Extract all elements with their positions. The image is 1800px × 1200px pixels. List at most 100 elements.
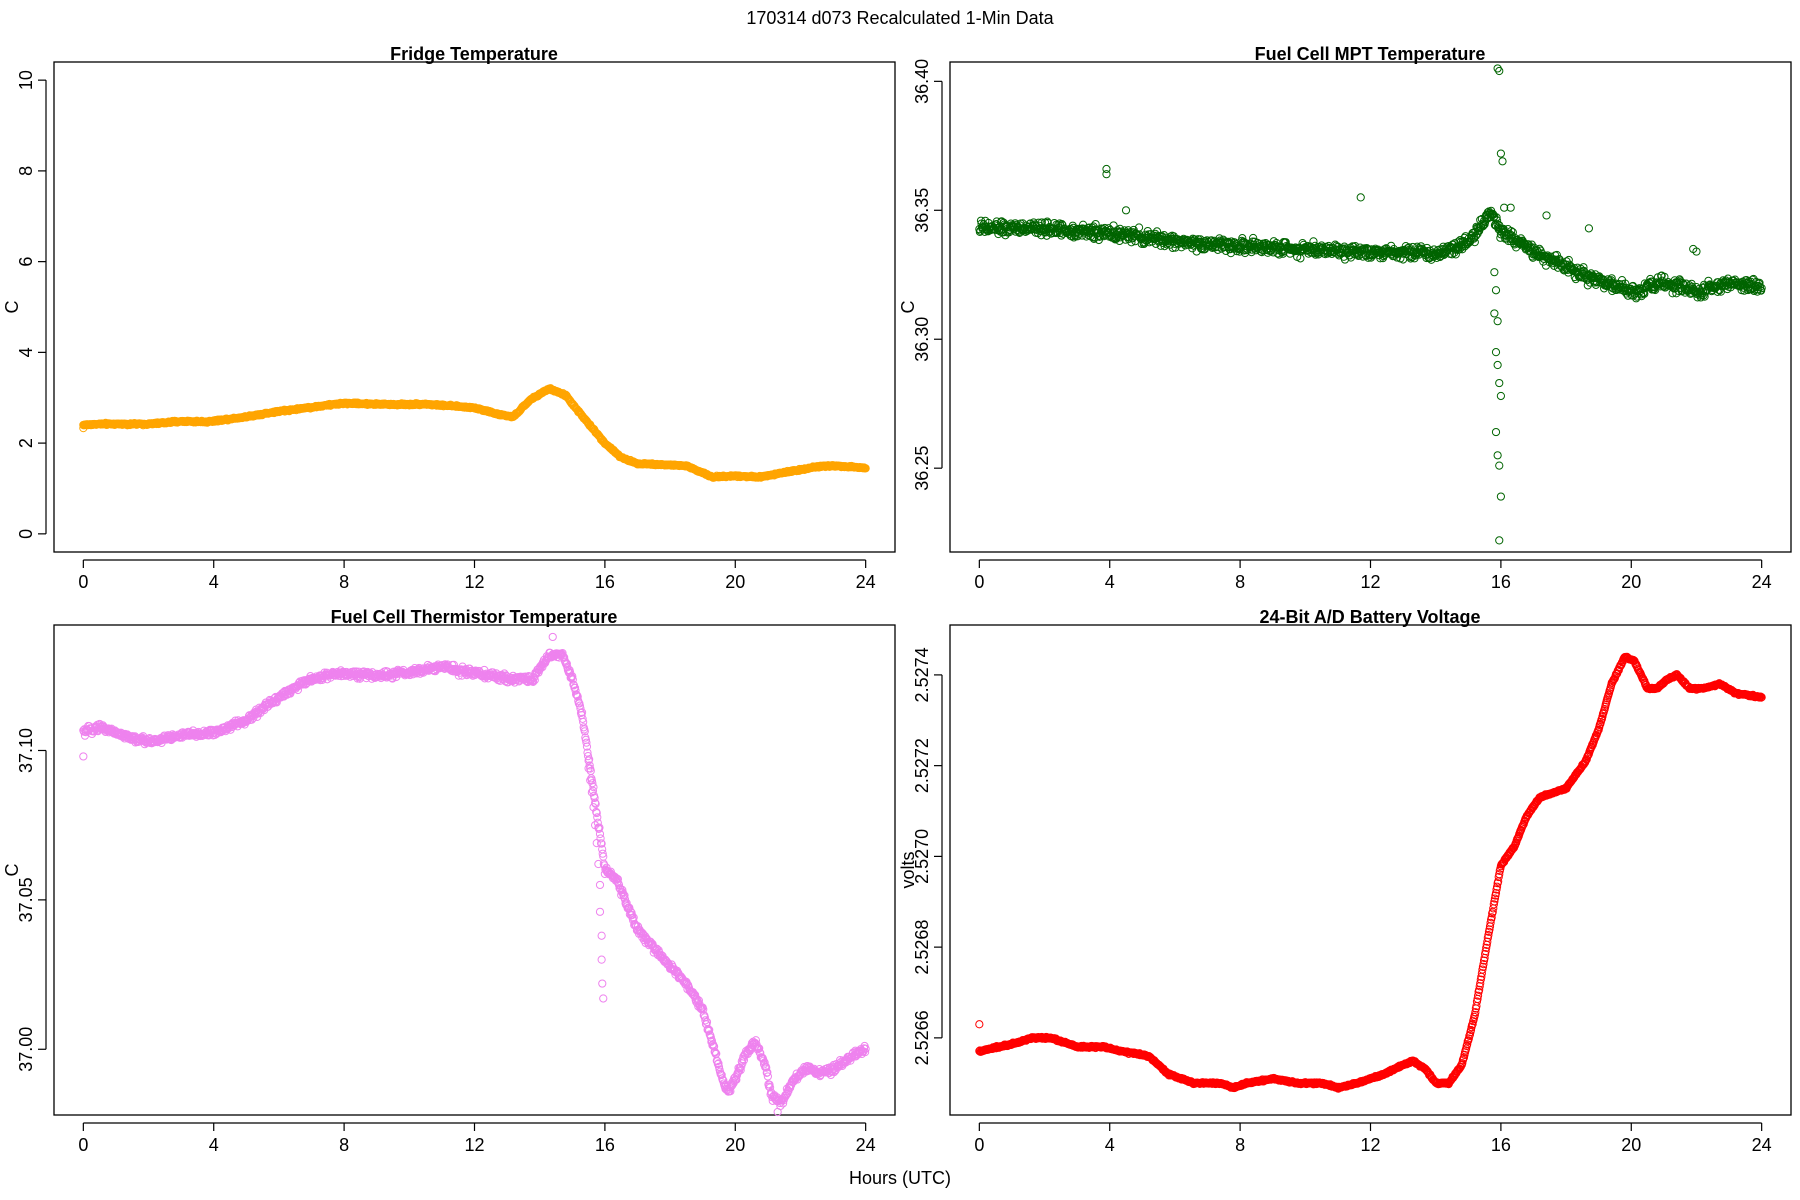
data-point-outlier: [595, 880, 605, 890]
panel-fuel-cell-mpt-temperature: Fuel Cell MPT Temperature C 0 4 8 12 16 20 24 …: [898, 44, 1792, 592]
y-tick-label: 6: [16, 257, 36, 267]
data-point-outlier: [548, 632, 557, 642]
x-tick-label: 20: [1621, 572, 1641, 592]
plot-frame: [949, 624, 1792, 1116]
x-tick-label: 16: [595, 1135, 615, 1155]
y-axis-label: C: [2, 301, 22, 314]
data-point-outlier: [79, 424, 88, 433]
y-tick-label: 10: [16, 70, 36, 90]
data-point-outlier: [1121, 206, 1131, 215]
y-tick-label: 0: [16, 529, 36, 539]
x-tick-label: 16: [1491, 572, 1511, 592]
y-axis: 37.00 37.05 37.10: [16, 728, 47, 1072]
data-point-outlier: [1493, 317, 1502, 326]
x-axis: 0 4 8 12 16 20 24: [974, 559, 1772, 592]
y-tick-label: 37.05: [16, 877, 36, 922]
y-tick-label: 36.30: [912, 317, 932, 362]
data-point-outlier: [79, 752, 88, 761]
panel-title: Fuel Cell Thermistor Temperature: [331, 607, 618, 627]
data-point: [1115, 236, 1124, 246]
data-point: [1404, 243, 1414, 252]
x-tick-label: 20: [725, 572, 745, 592]
x-tick-label: 12: [464, 572, 484, 592]
x-tick-label: 4: [209, 1135, 219, 1155]
data-points: [975, 652, 1766, 1093]
x-tick-label: 0: [78, 572, 88, 592]
data-point: [1058, 220, 1067, 230]
figure-suptitle: 170314 d073 Recalculated 1-Min Data: [746, 8, 1054, 28]
data-point-outlier: [1498, 157, 1507, 166]
panel-title: 24-Bit A/D Battery Voltage: [1259, 607, 1480, 627]
panel-fuel-cell-thermistor-temperature: Fuel Cell Thermistor Temperature C 0 4 8 12…: [2, 607, 896, 1155]
data-point-outlier: [1491, 286, 1501, 295]
data-point: [1152, 227, 1162, 236]
data-point: [861, 464, 870, 473]
y-tick-label: 36.40: [912, 59, 932, 104]
plot-frame: [53, 624, 896, 1116]
data-point-outlier: [1493, 451, 1502, 460]
x-tick-label: 24: [1752, 572, 1772, 592]
y-tick-label: 36.25: [912, 446, 932, 491]
x-tick-label: 24: [856, 572, 876, 592]
data-point: [1156, 241, 1165, 250]
data-point-outlier: [1584, 224, 1594, 233]
x-tick-label: 12: [1360, 572, 1380, 592]
x-tick-label: 0: [78, 1135, 88, 1155]
y-tick-label: 37.10: [16, 728, 36, 773]
data-point-outlier: [597, 955, 606, 964]
data-point-outlier: [1496, 492, 1505, 501]
plot-frame: [53, 61, 896, 553]
data-point-outlier: [1491, 427, 1501, 437]
data-point: [1331, 240, 1340, 249]
data-point: [1091, 219, 1100, 229]
x-axis: 0 4 8 12 16 20 24: [78, 559, 876, 592]
data-point-outlier: [1491, 348, 1501, 357]
data-points: [975, 64, 1766, 545]
data-point-outlier: [597, 931, 606, 940]
data-point: [1309, 237, 1318, 246]
x-tick-label: 8: [339, 572, 349, 592]
panel-title: Fuel Cell MPT Temperature: [1255, 44, 1486, 64]
x-tick-label: 20: [725, 1135, 745, 1155]
figure-xlabel: Hours (UTC): [849, 1168, 951, 1188]
data-point: [1039, 223, 1048, 232]
data-point-outlier: [1493, 360, 1502, 370]
x-tick-label: 4: [1105, 572, 1115, 592]
data-point-outlier: [1102, 170, 1111, 179]
data-points: [79, 384, 870, 482]
x-tick-label: 4: [209, 572, 219, 592]
data-point-outlier: [1542, 211, 1551, 220]
x-tick-label: 8: [339, 1135, 349, 1155]
data-point-outlier: [595, 907, 605, 916]
x-tick-label: 0: [974, 572, 984, 592]
data-point: [1043, 218, 1052, 228]
data-point-outlier: [1495, 378, 1504, 388]
data-point-outlier: [592, 839, 601, 848]
data-point-outlier: [1493, 64, 1502, 73]
data-point-outlier: [598, 979, 607, 988]
y-tick-label: 8: [16, 166, 36, 176]
data-point-outlier: [599, 994, 608, 1003]
data-point-outlier: [1490, 309, 1499, 318]
y-tick-label: 2: [16, 438, 36, 448]
x-tick-label: 12: [464, 1135, 484, 1155]
data-point: [1104, 224, 1113, 233]
y-tick-label: 4: [16, 347, 36, 357]
data-point-outlier: [1496, 391, 1505, 401]
y-tick-label: 37.00: [16, 1027, 36, 1072]
panel-title: Fridge Temperature: [390, 44, 558, 64]
y-axis: 0 2 4 6 8 10: [16, 70, 47, 539]
data-point-outlier: [1495, 66, 1504, 76]
data-point: [1084, 223, 1094, 232]
data-point: [1296, 254, 1305, 263]
y-axis-label: C: [898, 301, 918, 314]
x-tick-label: 8: [1235, 572, 1245, 592]
data-points: [79, 632, 870, 1117]
y-tick-label: 36.35: [912, 188, 932, 233]
data-point-outlier: [1496, 149, 1505, 158]
data-point-outlier: [1490, 268, 1499, 277]
y-axis: 36.25 36.30 36.35 36.40: [912, 59, 943, 491]
y-axis-label: C: [2, 864, 22, 877]
